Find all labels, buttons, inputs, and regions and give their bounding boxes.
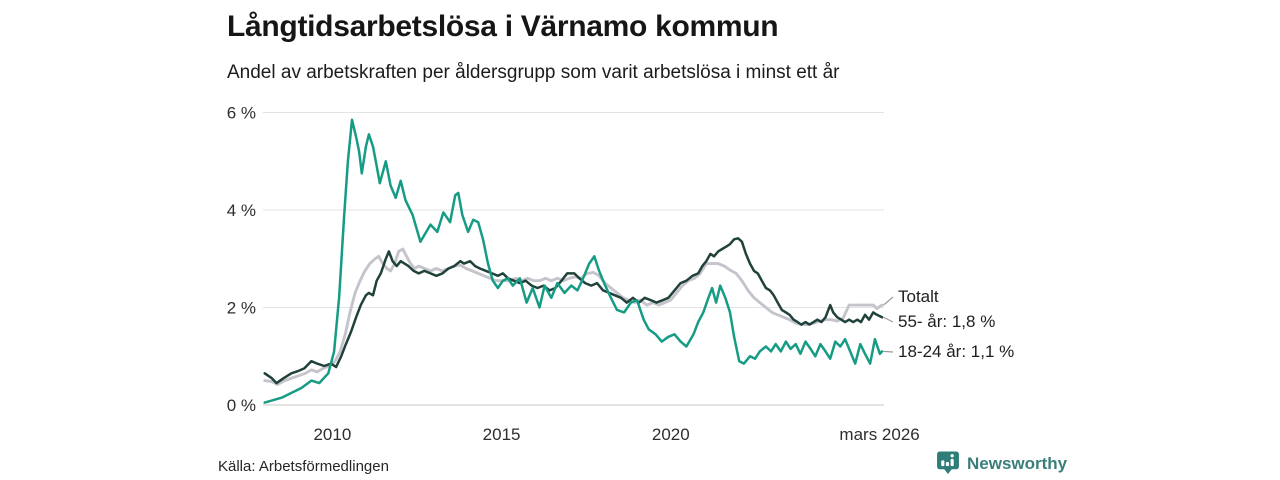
newsworthy-wordmark: Newsworthy: [967, 453, 1068, 473]
series-line-18-24 år: [263, 118, 884, 404]
series-line-55- år: [263, 237, 884, 385]
legend-connector-0: [883, 296, 894, 306]
x-tick-label: 2020: [652, 425, 690, 444]
y-tick-label: 0 %: [227, 396, 256, 415]
newsworthy-logo-icon: [937, 451, 959, 475]
chart-subtitle: Andel av arbetskraften per åldersgrupp s…: [227, 62, 840, 83]
y-tick-label: 2 %: [227, 299, 256, 318]
series-line-Totalt: [263, 247, 884, 386]
legend-label-55-ar: 55- år: 1,8 %: [898, 312, 996, 331]
legend-connector-2: [883, 350, 894, 353]
x-tick-label: mars 2026: [839, 425, 919, 444]
newsworthy-brand: Newsworthy: [936, 451, 1067, 476]
legend-label-totalt: Totalt: [898, 287, 939, 306]
source-caption: Källa: Arbetsförmedlingen: [218, 458, 389, 475]
page-title: Långtidsarbetslösa i Värnamo kommun: [227, 10, 779, 43]
y-tick-label: 4 %: [227, 201, 256, 220]
x-tick-label: 2015: [483, 425, 521, 444]
legend-connector-1: [883, 316, 894, 323]
legend-label-18-24-ar: 18-24 år: 1,1 %: [898, 342, 1015, 361]
y-tick-label: 6 %: [227, 104, 256, 123]
x-tick-label: 2010: [313, 425, 351, 444]
